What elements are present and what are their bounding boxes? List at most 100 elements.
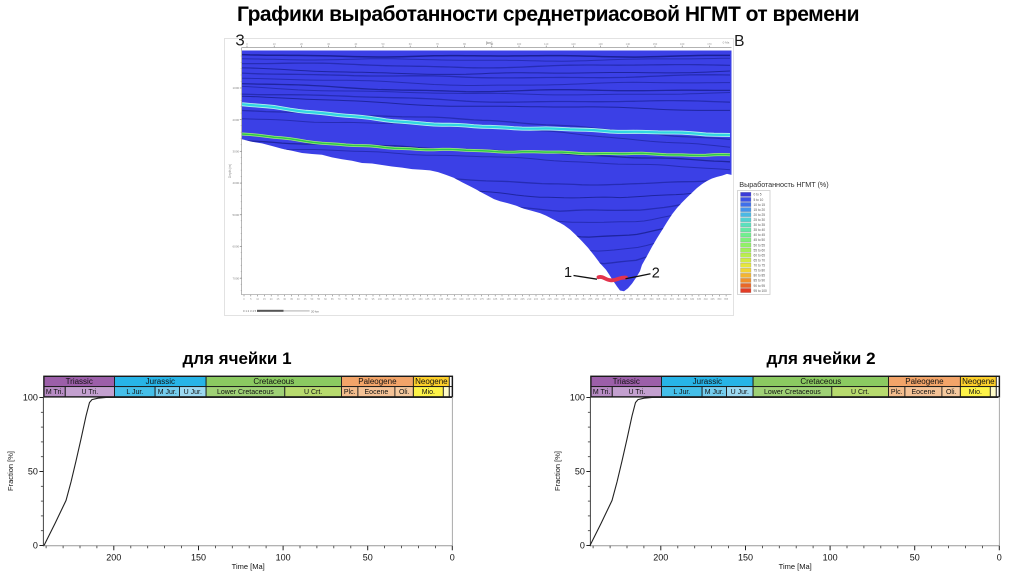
svg-text:310: 310 [663,298,668,301]
svg-text:55: 55 [317,298,320,301]
svg-text:260: 260 [595,298,600,301]
svg-text:15: 15 [263,298,266,301]
svg-text:335: 335 [697,298,702,301]
svg-text:105: 105 [385,298,390,301]
svg-text:125: 125 [412,298,417,301]
svg-text:Mio.: Mio. [422,389,435,396]
svg-text:50: 50 [575,467,585,477]
svg-text:Paleogene: Paleogene [905,377,944,386]
svg-text:Time [Ma]: Time [Ma] [779,562,812,571]
svg-text:150: 150 [191,553,206,563]
svg-text:Lower Cretaceous: Lower Cretaceous [217,389,274,396]
svg-text:280: 280 [622,298,627,301]
svg-text:50: 50 [910,553,920,563]
svg-text:Plc.: Plc. [344,389,356,396]
svg-text:Oli.: Oli. [399,389,410,396]
svg-text:355: 355 [724,298,729,301]
svg-text:0: 0 [580,541,585,551]
svg-text:165: 165 [466,298,471,301]
svg-text:0: 0 [33,541,38,551]
svg-text:Neogene: Neogene [415,377,448,386]
svg-text:95 to 100: 95 to 100 [754,289,768,293]
svg-text:330: 330 [690,298,695,301]
svg-text:30: 30 [283,298,286,301]
svg-text:Paleogene: Paleogene [358,377,397,386]
svg-text:100: 100 [23,393,38,403]
svg-text:40: 40 [297,298,300,301]
svg-text:3000: 3000 [233,150,240,154]
svg-text:190: 190 [500,298,505,301]
svg-text:205: 205 [520,298,525,301]
svg-text:6000: 6000 [233,245,240,249]
svg-text:0 Ma: 0 Ma [723,41,730,45]
svg-text:140: 140 [626,42,631,46]
svg-text:50: 50 [28,467,38,477]
svg-text:80 to 85: 80 to 85 [754,274,766,278]
svg-text:Cretaceous: Cretaceous [800,377,841,386]
svg-text:225: 225 [548,298,553,301]
svg-text:Fraction [%]: Fraction [%] [553,451,562,491]
svg-text:100: 100 [276,553,291,563]
svg-text:130: 130 [598,42,603,46]
svg-text:20: 20 [270,298,273,301]
svg-text:45: 45 [304,298,307,301]
svg-text:85 to 90: 85 to 90 [754,279,766,283]
svg-text:[km]: [km] [486,41,493,45]
svg-text:300: 300 [649,298,654,301]
svg-text:Jurassic: Jurassic [146,377,175,386]
svg-text:U Tri.: U Tri. [629,389,646,396]
svg-text:Lower Cretaceous: Lower Cretaceous [764,389,821,396]
svg-text:255: 255 [588,298,593,301]
svg-text:35: 35 [290,298,293,301]
svg-text:345: 345 [710,298,715,301]
svg-text:L Jur.: L Jur. [673,389,690,396]
svg-text:200: 200 [514,298,519,301]
svg-text:90: 90 [365,298,368,301]
svg-text:240: 240 [568,298,573,301]
svg-text:75: 75 [345,298,348,301]
svg-text:115: 115 [398,298,403,301]
svg-text:120: 120 [405,298,410,301]
svg-text:2000: 2000 [233,118,240,122]
svg-text:155: 155 [452,298,457,301]
svg-text:5000: 5000 [233,213,240,217]
svg-text:2: 2 [652,266,660,282]
svg-text:215: 215 [534,298,539,301]
svg-text:Eocene: Eocene [365,389,389,396]
svg-text:170: 170 [473,298,478,301]
svg-text:0: 0 [997,553,1002,563]
svg-text:1: 1 [564,265,572,281]
svg-text:100: 100 [570,393,585,403]
svg-text:M Jur.: M Jur. [705,389,724,396]
svg-text:Mio.: Mio. [969,389,982,396]
svg-text:30 to 35: 30 to 35 [754,223,766,227]
svg-text:220: 220 [541,298,546,301]
svg-text:U Tri.: U Tri. [82,389,99,396]
svg-text:Jurassic: Jurassic [693,377,722,386]
svg-text:40: 40 [354,42,357,46]
svg-text:U Jur.: U Jur. [731,389,749,396]
svg-text:135: 135 [425,298,430,301]
svg-text:80: 80 [463,42,466,46]
svg-text:M Jur.: M Jur. [158,389,177,396]
svg-text:80: 80 [351,298,354,301]
svg-text:Depth (m): Depth (m) [228,164,232,178]
svg-text:85: 85 [358,298,361,301]
svg-text:295: 295 [643,298,648,301]
svg-text:0 1 2 3 4 5 10: 0 1 2 3 4 5 10 [243,309,261,313]
svg-text:170: 170 [707,42,712,46]
svg-text:130: 130 [418,298,423,301]
svg-text:0: 0 [450,553,455,563]
svg-text:Cretaceous: Cretaceous [253,377,294,386]
svg-text:60 to 65: 60 to 65 [754,253,766,257]
svg-text:0: 0 [243,298,245,301]
svg-text:40 to 45: 40 to 45 [754,233,766,237]
svg-text:160: 160 [459,298,464,301]
svg-text:150: 150 [653,42,658,46]
svg-text:140: 140 [432,298,437,301]
svg-text:90: 90 [490,42,493,46]
svg-text:245: 245 [575,298,580,301]
svg-text:100: 100 [823,553,838,563]
svg-text:Time [Ma]: Time [Ma] [232,562,265,571]
svg-text:70: 70 [338,298,341,301]
